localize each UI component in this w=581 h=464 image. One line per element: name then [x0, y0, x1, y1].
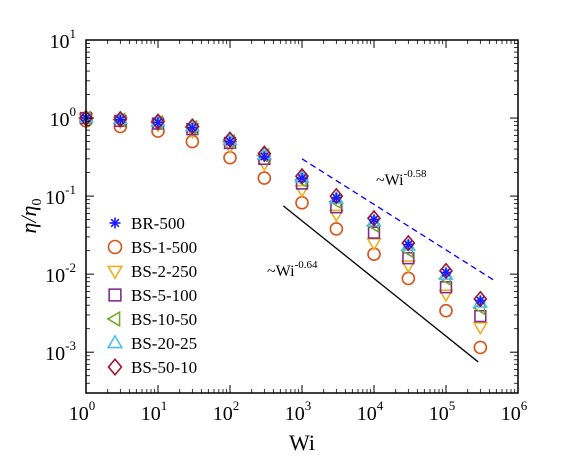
plot-frame: [85, 39, 519, 394]
legend-label: BS-5-100: [131, 286, 197, 305]
legend-marker: [107, 357, 123, 377]
data-point: [257, 171, 272, 185]
legend-label: BS-20-25: [131, 334, 197, 353]
data-point: [328, 209, 345, 223]
legend-label: BS-2-250: [131, 262, 197, 281]
legend-entry: BS-50-10: [107, 357, 197, 377]
data-point: [367, 226, 381, 239]
data-point: [152, 117, 164, 128]
data-point: [329, 187, 344, 205]
tick-labels: 100 101 102 103 104 105 106 10-3 10-2 10-1 100 101: [45, 26, 528, 425]
y-axis-label: η/η0: [16, 199, 45, 234]
slope-annotation-1: ~Wi-0.58: [376, 168, 427, 189]
legend-entry: BS-5-100: [108, 286, 197, 305]
data-point: [474, 309, 487, 323]
x-axis-label: Wi: [289, 430, 315, 455]
y-tick-label: 10-3: [45, 338, 76, 365]
annotations: ~Wi-0.58 ~Wi-0.64: [267, 168, 427, 280]
data-point: [475, 295, 486, 306]
x-tick-label: 105: [429, 398, 456, 425]
data-markers: [77, 109, 489, 355]
data-point: [438, 289, 454, 303]
data-point: [368, 214, 380, 225]
x-tick-label: 103: [285, 398, 312, 425]
legend-marker: [106, 334, 124, 349]
data-point: [401, 234, 416, 252]
slope-annotation-2: ~Wi-0.64: [267, 259, 318, 280]
data-point: [150, 113, 166, 131]
data-point: [222, 131, 238, 149]
data-point: [402, 252, 415, 265]
data-point: [224, 136, 236, 147]
data-point: [403, 239, 414, 250]
plot-area: [86, 40, 518, 393]
series-BS-50-10: [78, 109, 488, 308]
data-point: [473, 340, 488, 355]
x-tick-label: 102: [213, 398, 240, 425]
x-tick-label: 104: [357, 398, 384, 425]
legend-entry: BR-500: [109, 214, 185, 233]
data-point: [438, 262, 454, 280]
y-axis-label-subscript: 0: [30, 199, 45, 206]
legend-marker: [106, 310, 121, 328]
legend-marker: [109, 217, 121, 229]
reference-line-2: [282, 205, 479, 363]
x-tick-label: 101: [141, 398, 168, 425]
data-point: [294, 167, 310, 185]
reference-line-1: [301, 158, 494, 281]
data-point: [187, 122, 198, 133]
data-point: [331, 192, 342, 203]
legend-marker: [107, 239, 123, 255]
data-point: [115, 114, 126, 125]
data-point: [473, 290, 488, 308]
data-point: [439, 303, 453, 318]
data-point: [185, 134, 200, 149]
y-tick-label: 10-2: [45, 260, 76, 287]
data-point: [294, 184, 310, 199]
y-tick-label: 10-1: [45, 182, 76, 209]
legend-marker: [106, 265, 124, 280]
data-point: [185, 118, 200, 135]
legend-entry: BS-20-25: [106, 334, 197, 353]
data-point: [366, 209, 382, 227]
legend-label: BS-1-500: [131, 238, 197, 257]
data-point: [400, 260, 417, 274]
x-tick-label: 106: [501, 398, 528, 425]
data-point: [440, 267, 452, 278]
legend-entry: BS-1-500: [107, 238, 197, 257]
legend-entry: BS-2-250: [106, 262, 197, 281]
series-BR-500: [80, 112, 486, 306]
data-point: [329, 222, 344, 236]
reference-lines: [282, 158, 494, 363]
y-tick-label: 101: [50, 26, 77, 53]
data-point: [366, 238, 382, 252]
data-point: [259, 151, 270, 162]
data-point: [296, 173, 308, 184]
legend-marker: [108, 288, 122, 302]
legend-label: BS-10-50: [131, 310, 197, 329]
x-tick-label: 100: [69, 398, 96, 425]
data-point: [472, 322, 489, 336]
legend-label: BR-500: [131, 214, 185, 233]
legend-entry: BS-10-50: [106, 310, 197, 329]
y-tick-label: 100: [50, 104, 77, 131]
legend-label: BS-50-10: [131, 358, 197, 377]
legend: BR-500 BS-1-500 BS-2-250 BS-5-100 BS-10-50 BS…: [106, 214, 197, 377]
